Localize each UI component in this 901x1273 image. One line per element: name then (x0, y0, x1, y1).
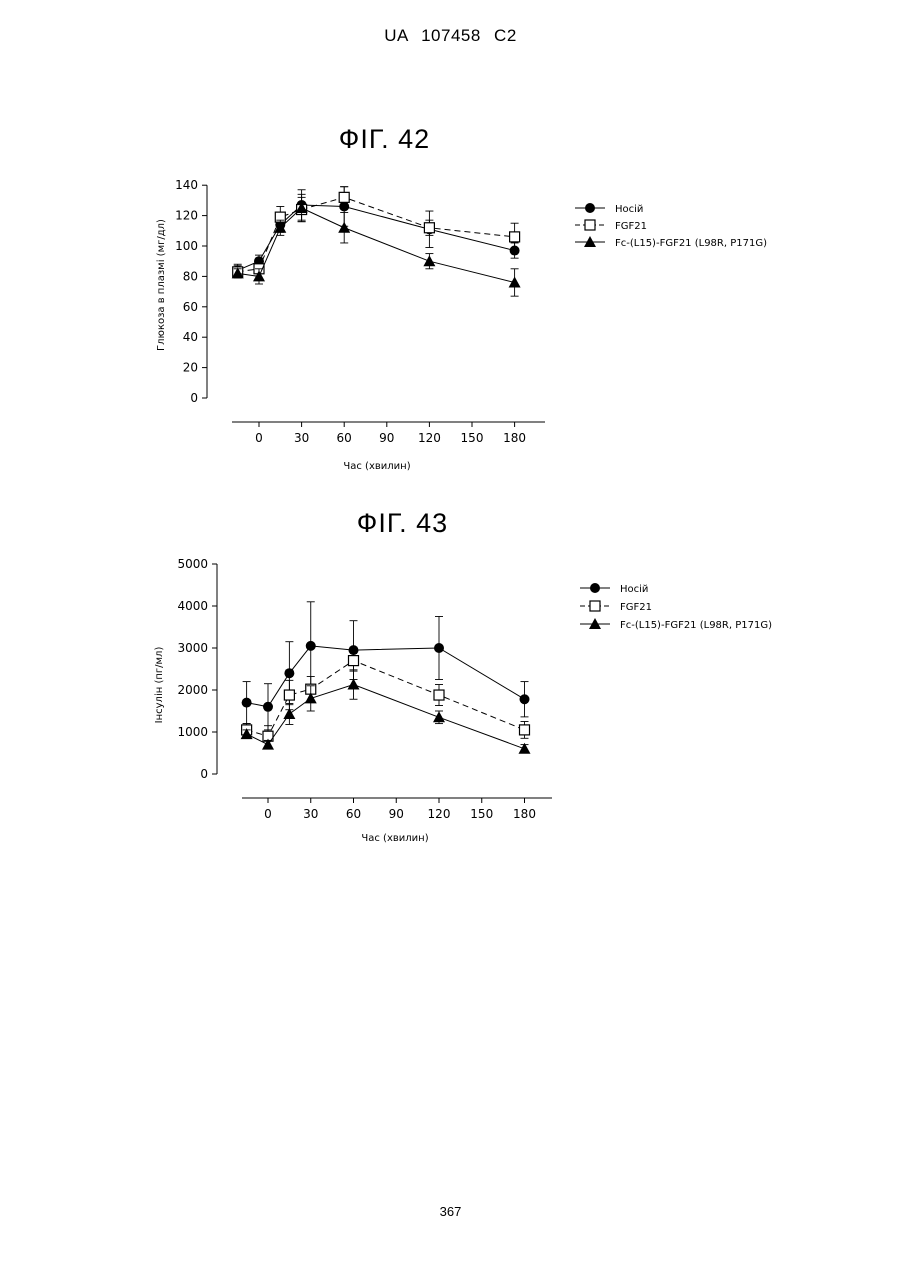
data-point (423, 255, 435, 266)
x-tick-label: 180 (503, 431, 526, 445)
glucose-chart: 0 20 40 60 80 100 120 140 0 30 60 90 120 150 180 Час (х… (0, 170, 901, 480)
y-tick-label: 140 (175, 178, 198, 192)
figure-42-title: ФІГ. 42 (0, 124, 835, 155)
document-header: UA 107458 C2 (0, 26, 901, 46)
x-axis-label: Час (хвилин) (361, 833, 428, 844)
legend-label: FGF21 (620, 602, 652, 613)
legend-label: FGF21 (615, 221, 647, 232)
data-point (338, 222, 350, 233)
y-tick-label: 5000 (177, 557, 208, 571)
data-point (349, 656, 359, 666)
y-tick-label: 80 (183, 269, 198, 283)
legend-marker (585, 203, 595, 213)
x-tick-label: 30 (294, 431, 309, 445)
series-2 (242, 650, 530, 747)
x-tick-label: 30 (303, 807, 318, 821)
y-tick-label: 20 (183, 361, 198, 375)
legend-label: Носій (620, 583, 648, 595)
y-axis-label: Інсулін (пг/мл) (153, 647, 165, 724)
legend: Носій FGF21 Fc-(L15)-FGF21 (L98R, P171G) (580, 583, 772, 631)
legend: Носій FGF21 Fc-(L15)-FGF21 (L98R, P171G) (575, 203, 767, 249)
x-tick-label: 0 (264, 807, 272, 821)
data-point (520, 694, 530, 704)
data-point (433, 711, 445, 722)
data-point (348, 679, 360, 690)
data-point (509, 276, 521, 287)
y-tick-label: 120 (175, 209, 198, 223)
legend-label: Fc-(L15)-FGF21 (L98R, P171G) (620, 620, 772, 631)
x-tick-label: 120 (418, 431, 441, 445)
legend-label: Носій (615, 203, 643, 215)
data-point (510, 232, 520, 242)
x-tick-label: 120 (428, 807, 451, 821)
y-tick-label: 1000 (177, 725, 208, 739)
legend-label: Fc-(L15)-FGF21 (L98R, P171G) (615, 238, 767, 249)
y-tick-label: 2000 (177, 683, 208, 697)
x-tick-label: 90 (389, 807, 404, 821)
x-tick-label: 60 (346, 807, 361, 821)
x-axis-label: Час (хвилин) (343, 461, 410, 472)
x-tick-label: 180 (513, 807, 536, 821)
y-tick-label: 60 (183, 300, 198, 314)
y-axis-label: Глюкоза в плазмі (мг/дл) (155, 219, 167, 351)
insulin-chart: 0 1000 2000 3000 4000 5000 0 30 60 90 120 150 180 Час… (0, 550, 901, 850)
legend-marker (585, 220, 595, 230)
series-1 (242, 602, 530, 730)
x-tick-label: 0 (255, 431, 263, 445)
series-line (238, 197, 515, 271)
x-tick-label: 60 (337, 431, 352, 445)
data-point (242, 698, 252, 708)
data-point (520, 725, 530, 735)
legend-marker (590, 583, 600, 593)
data-point (263, 702, 273, 712)
y-tick-label: 3000 (177, 641, 208, 655)
data-point (424, 223, 434, 233)
x-tick-label: 150 (461, 431, 484, 445)
series-3 (232, 194, 521, 296)
y-tick-label: 40 (183, 330, 198, 344)
series-3 (241, 670, 531, 754)
data-point (519, 743, 531, 754)
data-point (339, 192, 349, 202)
data-point (434, 643, 444, 653)
data-point (283, 708, 295, 719)
y-tick-label: 100 (175, 239, 198, 253)
y-tick-label: 0 (200, 767, 208, 781)
data-point (434, 690, 444, 700)
y-tick-label: 4000 (177, 599, 208, 613)
x-tick-label: 150 (470, 807, 493, 821)
legend-marker (590, 601, 600, 611)
page-number: 367 (0, 1204, 901, 1219)
data-point (284, 668, 294, 678)
data-point (284, 690, 294, 700)
figure-43-title: ФІГ. 43 (0, 508, 853, 539)
data-point (306, 641, 316, 651)
y-tick-label: 0 (190, 391, 198, 405)
x-tick-label: 90 (379, 431, 394, 445)
